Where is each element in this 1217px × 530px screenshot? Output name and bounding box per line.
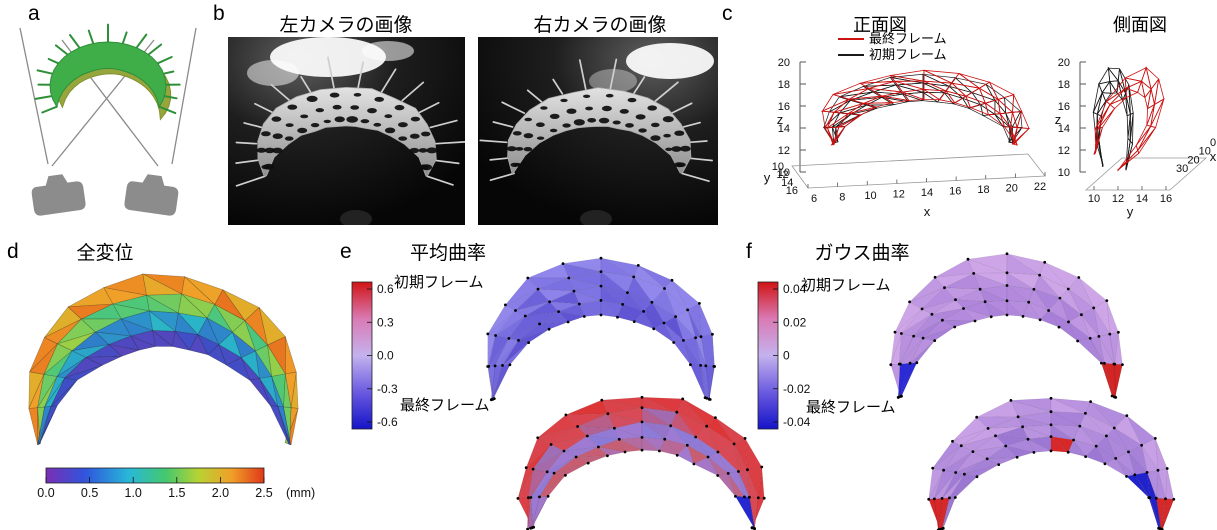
- svg-text:10: 10: [772, 161, 784, 173]
- svg-text:-0.6: -0.6: [377, 415, 398, 429]
- svg-text:12: 12: [776, 169, 788, 181]
- svg-text:0.04: 0.04: [783, 282, 807, 296]
- svg-text:30: 30: [1176, 163, 1188, 175]
- panel-e-label: e: [340, 240, 352, 263]
- svg-text:2.5: 2.5: [255, 486, 272, 500]
- right-camera-title: 右カメラの画像: [533, 15, 667, 36]
- svg-text:10: 10: [1058, 167, 1070, 179]
- svg-text:12: 12: [1112, 193, 1124, 205]
- panel-e-mean-curvature-maps: 0.6 0.3 0.0 -0.3 -0.6: [351, 256, 766, 530]
- svg-text:20: 20: [1058, 57, 1070, 69]
- gauss-curvature-title: ガウス曲率: [814, 243, 910, 264]
- svg-text:14: 14: [1058, 123, 1070, 135]
- gauss-final-frame-label: 最終フレーム: [806, 399, 896, 416]
- svg-text:0.5: 0.5: [81, 486, 98, 500]
- frame-legend: 最終フレーム 初期フレーム: [838, 31, 947, 63]
- svg-text:16: 16: [786, 185, 798, 197]
- svg-text:0: 0: [1210, 137, 1216, 149]
- svg-text:12: 12: [778, 145, 790, 157]
- svg-text:8: 8: [839, 192, 845, 204]
- svg-text:14: 14: [778, 123, 790, 135]
- svg-text:18: 18: [977, 184, 989, 196]
- svg-text:20: 20: [1006, 183, 1018, 195]
- svg-text:16: 16: [949, 186, 961, 198]
- svg-text:10: 10: [1199, 146, 1211, 158]
- front-view-title: 正面図: [853, 15, 907, 35]
- panel-c-label: c: [722, 2, 733, 25]
- svg-text:10: 10: [778, 167, 790, 179]
- svg-text:16: 16: [778, 101, 790, 113]
- svg-text:z: z: [777, 112, 784, 127]
- panel-f-gauss-curvature-maps: 0.04 0.02 0 -0.02 -0.04: [757, 252, 1176, 530]
- panel-a-label: a: [28, 2, 40, 25]
- displacement-title: 全変位: [76, 243, 134, 264]
- svg-text:-0.3: -0.3: [377, 382, 398, 396]
- svg-text:20: 20: [1187, 154, 1199, 166]
- svg-text:14: 14: [781, 177, 793, 189]
- svg-text:-0.02: -0.02: [783, 382, 811, 396]
- left-camera-title: 左カメラの画像: [279, 15, 413, 36]
- svg-text:1.5: 1.5: [168, 486, 185, 500]
- svg-text:18: 18: [1058, 79, 1070, 91]
- final-frame-label: 最終フレーム: [869, 31, 947, 46]
- svg-text:14: 14: [1136, 193, 1148, 205]
- left-camera-image: [228, 37, 465, 225]
- svg-text:16: 16: [1160, 193, 1172, 205]
- svg-text:0.3: 0.3: [377, 315, 394, 329]
- svg-text:y: y: [1127, 204, 1134, 219]
- panel-f-label: f: [746, 240, 752, 263]
- svg-text:12: 12: [893, 189, 905, 201]
- panel-b-label: b: [213, 2, 225, 25]
- legend-final-frame: 最終フレーム: [838, 31, 947, 47]
- right-camera-image: [478, 37, 718, 225]
- svg-text:1.0: 1.0: [125, 486, 142, 500]
- svg-text:2.0: 2.0: [212, 486, 229, 500]
- gauss-initial-frame-label: 初期フレーム: [801, 277, 891, 294]
- svg-text:0.6: 0.6: [377, 282, 394, 296]
- final-frame-line-sample: [838, 38, 864, 40]
- svg-text:x: x: [1210, 149, 1217, 164]
- svg-text:10: 10: [864, 190, 876, 202]
- mean-final-frame-label: 最終フレーム: [400, 397, 490, 414]
- panel-a-stereo-camera-schematic: [19, 23, 197, 216]
- svg-text:22: 22: [1034, 181, 1046, 193]
- mean-initial-frame-label: 初期フレーム: [394, 274, 484, 291]
- svg-text:14: 14: [921, 187, 933, 199]
- svg-text:6: 6: [811, 193, 817, 205]
- mean-curvature-title: 平均曲率: [409, 243, 486, 264]
- initial-frame-line-sample: [838, 54, 864, 56]
- panel-d-label: d: [7, 240, 19, 263]
- svg-text:0.0: 0.0: [37, 486, 54, 500]
- svg-text:(mm): (mm): [286, 486, 315, 500]
- svg-text:16: 16: [1058, 101, 1070, 113]
- svg-text:20: 20: [778, 57, 790, 69]
- initial-frame-label: 初期フレーム: [869, 47, 947, 62]
- svg-text:18: 18: [778, 79, 790, 91]
- svg-text:y: y: [764, 170, 771, 185]
- svg-text:x: x: [924, 204, 931, 219]
- svg-text:0: 0: [783, 349, 790, 363]
- svg-text:z: z: [1055, 112, 1062, 127]
- svg-text:0.0: 0.0: [377, 349, 394, 363]
- svg-text:12: 12: [1058, 145, 1070, 157]
- svg-text:0.02: 0.02: [783, 315, 807, 329]
- side-view-title: 側面図: [1113, 15, 1167, 35]
- legend-initial-frame: 初期フレーム: [838, 47, 947, 63]
- svg-text:10: 10: [1088, 193, 1100, 205]
- panel-d-displacement-map: 0.0 0.5 1.0 1.5 2.0 2.5 (mm): [28, 273, 315, 500]
- svg-text:-0.04: -0.04: [783, 415, 811, 429]
